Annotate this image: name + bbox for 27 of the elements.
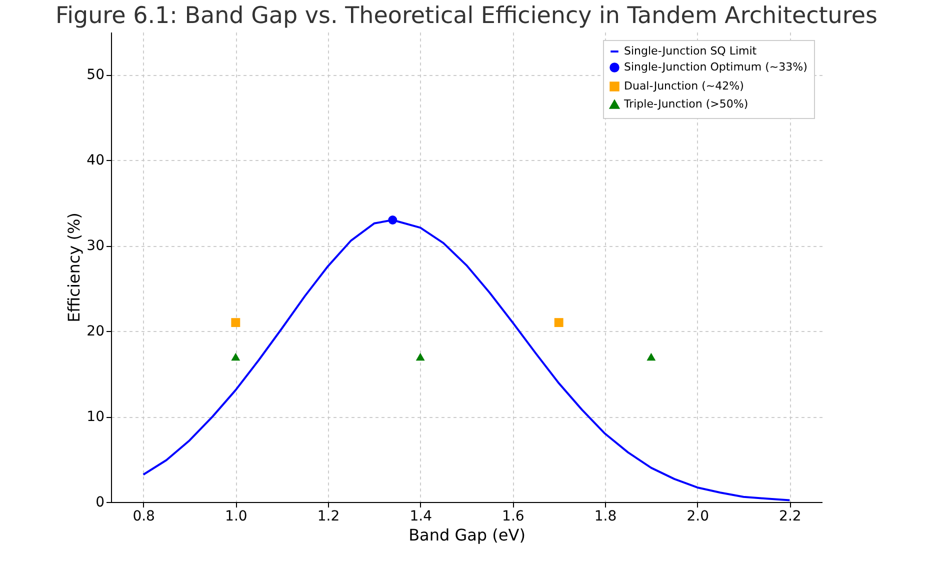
y-tick-label: 0 xyxy=(96,494,104,510)
y-tick-label: 10 xyxy=(86,409,104,426)
x-tick-label: 1.6 xyxy=(502,508,524,524)
point xyxy=(231,318,240,328)
x-axis-title: Band Gap (eV) xyxy=(408,526,526,544)
x-tick-label: 1.4 xyxy=(410,508,432,524)
x-tick-label: 0.8 xyxy=(132,508,155,524)
point xyxy=(416,352,425,361)
legend-label: Single-Junction Optimum (~33%) xyxy=(624,60,808,74)
x-tick-label: 1.2 xyxy=(317,508,340,524)
legend-label: Single-Junction SQ Limit xyxy=(624,44,758,58)
y-tick-label: 40 xyxy=(86,152,104,169)
y-axis-title: Efficiency (%) xyxy=(64,212,84,322)
x-tick-label: 1.8 xyxy=(594,508,617,524)
point xyxy=(646,352,656,361)
chart-title: Figure 6.1: Band Gap vs. Theoretical Efficiency in Tandem Architectures xyxy=(56,3,878,29)
legend-label: Triple-Junction (>50%) xyxy=(623,98,748,110)
y-tick-label: 30 xyxy=(86,238,104,254)
point xyxy=(554,318,564,328)
y-tick-label: 20 xyxy=(86,324,104,340)
legend-label: Dual-Junction (~42%) xyxy=(624,80,744,92)
x-tick-label: 2.0 xyxy=(686,508,709,524)
point xyxy=(231,352,240,361)
x-tick-label: 1.0 xyxy=(225,508,248,524)
point xyxy=(388,216,398,224)
y-tick-label: 50 xyxy=(86,67,104,84)
x-tick-label: 2.2 xyxy=(779,508,802,524)
